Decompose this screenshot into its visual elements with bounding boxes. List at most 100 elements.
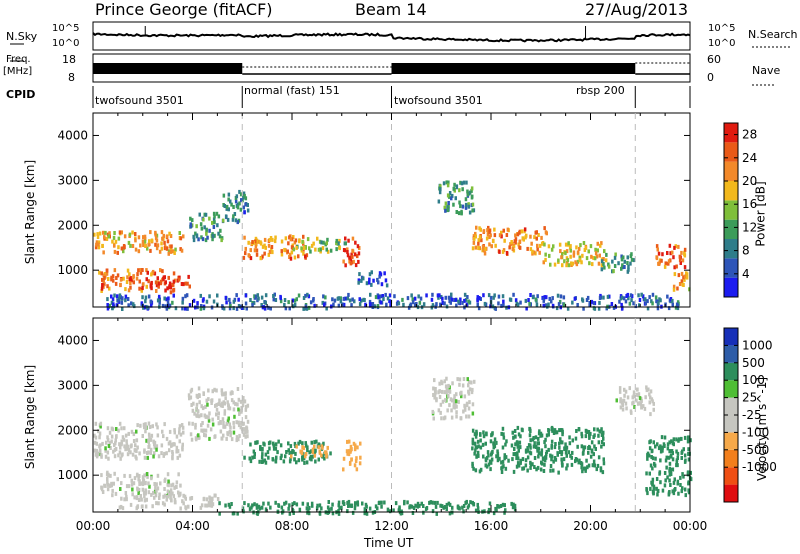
data-cell — [249, 298, 252, 302]
data-cell — [305, 253, 309, 258]
data-cell — [531, 462, 534, 467]
data-cell — [167, 483, 170, 488]
data-cell — [637, 293, 640, 298]
data-cell — [127, 444, 130, 449]
data-cell — [346, 509, 349, 514]
data-cell — [252, 300, 256, 305]
data-cell — [182, 282, 185, 287]
data-cell — [320, 444, 324, 449]
data-cell — [277, 439, 280, 444]
data-cell — [150, 433, 154, 438]
data-cell — [306, 292, 309, 297]
data-cell — [663, 435, 667, 440]
data-cell — [492, 295, 495, 300]
data-cell — [155, 283, 159, 288]
data-cell — [248, 456, 251, 461]
data-cell — [454, 399, 458, 404]
data-cell — [124, 433, 128, 438]
data-cell — [513, 507, 517, 512]
data-cell — [289, 457, 292, 462]
data-cell — [602, 436, 605, 441]
data-cell — [621, 407, 625, 412]
data-cell — [308, 246, 311, 251]
data-cell — [226, 419, 230, 424]
data-cell — [269, 306, 272, 311]
data-cell — [646, 306, 650, 311]
data-cell — [244, 246, 247, 251]
data-cell — [559, 249, 562, 254]
data-cell — [297, 458, 301, 463]
data-cell — [141, 480, 145, 485]
y-tick-label: 3000 — [57, 378, 88, 392]
data-cell — [237, 397, 241, 402]
data-cell — [500, 431, 503, 436]
data-cell — [202, 391, 205, 396]
data-cell — [537, 441, 540, 446]
data-cell — [527, 298, 530, 302]
data-cell — [128, 277, 132, 282]
data-cell — [117, 453, 120, 458]
data-cell — [646, 299, 649, 304]
data-cell — [518, 245, 522, 250]
data-cell — [472, 466, 475, 471]
data-cell — [197, 237, 200, 242]
data-cell — [599, 466, 603, 471]
data-cell — [197, 433, 200, 438]
data-cell — [160, 230, 164, 235]
data-cell — [683, 453, 687, 458]
data-cell — [172, 442, 175, 447]
data-cell — [431, 500, 434, 505]
data-cell — [150, 280, 153, 285]
data-cell — [669, 472, 673, 476]
data-cell — [249, 442, 252, 447]
data-cell — [584, 434, 588, 439]
data-cell — [188, 396, 191, 401]
data-cell — [140, 481, 143, 486]
data-cell — [137, 477, 140, 482]
data-cell — [541, 295, 544, 300]
data-cell — [106, 297, 109, 302]
data-cell — [135, 438, 139, 443]
data-cell — [474, 231, 477, 236]
data-cell — [687, 481, 690, 486]
data-cell — [251, 455, 254, 460]
data-cell — [635, 398, 638, 403]
data-cell — [172, 271, 176, 276]
colorbar-tick-label: -500 — [742, 443, 769, 457]
data-cell — [255, 238, 259, 243]
cpid-segment-4: rbsp 200 — [576, 84, 625, 97]
data-cell — [118, 450, 122, 455]
data-cell — [537, 454, 540, 459]
data-cell — [648, 392, 651, 397]
data-cell — [620, 254, 623, 259]
data-cell — [441, 399, 445, 404]
data-cell — [178, 231, 181, 235]
data-cell — [521, 466, 524, 471]
y-tick-label: 1000 — [57, 468, 88, 482]
data-cell — [575, 429, 578, 433]
data-cell — [133, 448, 137, 453]
data-cell — [241, 403, 245, 408]
data-cell — [219, 420, 222, 425]
data-cell — [648, 446, 652, 451]
data-cell — [542, 303, 545, 308]
data-cell — [508, 297, 512, 302]
data-cell — [310, 501, 314, 506]
data-cell — [529, 465, 532, 470]
data-cell — [503, 453, 506, 458]
data-cell — [346, 296, 349, 301]
data-cell — [342, 467, 345, 472]
data-cell — [136, 487, 139, 492]
data-cell — [565, 249, 569, 254]
data-cell — [215, 407, 219, 412]
data-cell — [654, 444, 657, 449]
data-cell — [203, 433, 206, 437]
data-cell — [479, 445, 483, 450]
data-cell — [333, 298, 337, 303]
data-cell — [585, 458, 588, 463]
data-cell — [232, 407, 236, 412]
data-cell — [545, 433, 549, 438]
data-cell — [430, 297, 434, 302]
data-cell — [118, 230, 122, 235]
data-cell — [466, 192, 470, 197]
